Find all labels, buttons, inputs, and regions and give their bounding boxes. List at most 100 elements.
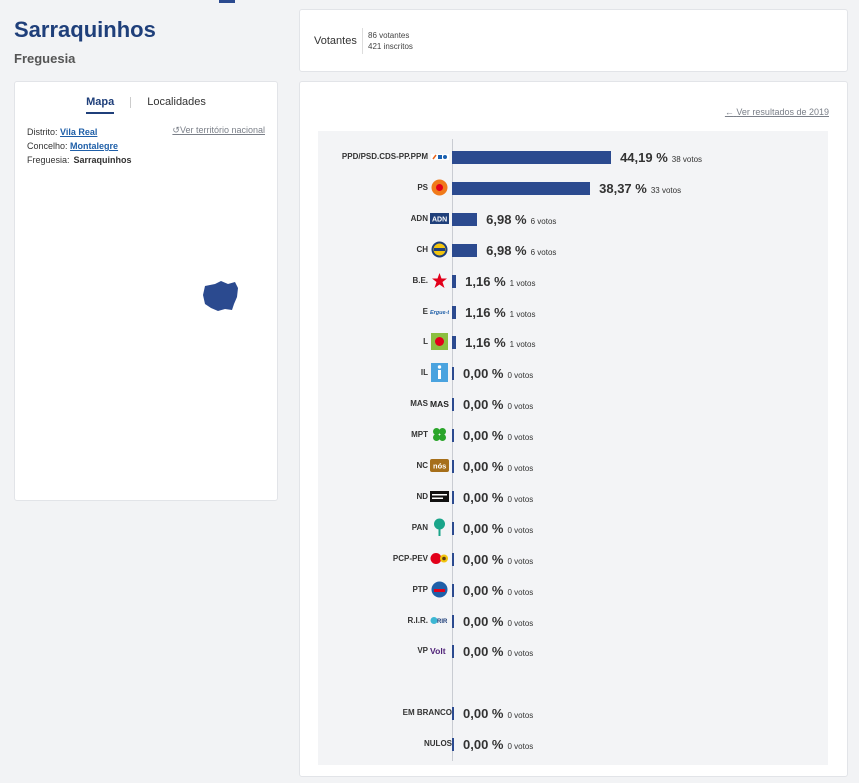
result-votes: 0 votos <box>507 433 534 443</box>
result-bar[interactable] <box>452 460 454 473</box>
result-row: MAS MAS 0,00 % 0 votos <box>318 395 828 413</box>
be-star-logo <box>430 272 449 289</box>
results-chart: PPD/PSD.CDS-PP.PPM 44,19 % 38 votos PS 38,37… <box>318 131 828 765</box>
result-bar[interactable] <box>452 490 454 504</box>
votantes-count: 86 votantes <box>368 31 410 40</box>
result-bar[interactable] <box>452 614 454 628</box>
previous-results-link[interactable]: ← Ver resultados de 2019 <box>725 107 829 117</box>
freguesia-value: Sarraquinhos <box>73 155 132 165</box>
party-name: B.E. <box>412 275 428 285</box>
result-row: VP Volt 0,00 % 0 votos <box>318 642 828 660</box>
result-row: PAN 0,00 % 0 votos <box>318 518 828 538</box>
tab-mapa[interactable]: Mapa <box>78 96 122 114</box>
concelho-link[interactable]: Montalegre <box>70 141 119 151</box>
result-values: 0,00 % 0 votos <box>463 458 533 476</box>
party-name: IL <box>420 368 428 378</box>
svg-text:nós: nós <box>433 462 446 471</box>
result-bar[interactable] <box>452 645 454 659</box>
svg-text:ADN: ADN <box>432 216 447 223</box>
result-values: 0,00 % 0 votos <box>463 520 533 538</box>
rir-logo: RIR <box>430 612 449 629</box>
result-bar[interactable] <box>452 243 478 257</box>
result-bar[interactable] <box>452 305 457 319</box>
result-percentage: 44,19 % <box>620 150 668 165</box>
result-percentage: 1,16 % <box>465 304 506 320</box>
result-percentage: 0,00 % <box>463 582 504 598</box>
party-name: NULOS <box>424 739 452 749</box>
party-name: PTP <box>412 584 428 594</box>
parish-map-shape[interactable] <box>201 280 241 314</box>
ergue-te-logo: Ergue-te <box>430 303 449 320</box>
result-votes: 1 votos <box>509 309 536 319</box>
result-bar[interactable] <box>452 738 454 752</box>
concelho-label: Concelho: <box>27 141 68 151</box>
result-bar[interactable] <box>452 151 612 164</box>
ps-rose-logo <box>430 179 449 196</box>
result-values: 6,98 % 6 votos <box>486 242 556 260</box>
svg-text:Ergue-te: Ergue-te <box>430 310 449 316</box>
national-territory-link[interactable]: ↺Ver território nacional <box>172 125 265 136</box>
result-bar[interactable] <box>452 212 478 226</box>
result-votes: 0 votos <box>507 649 534 659</box>
result-votes: 1 votos <box>509 278 536 288</box>
party-name: NC <box>416 461 428 470</box>
result-row: PTP 0,00 % 0 votos <box>318 581 828 599</box>
nc-logo: nós <box>430 457 449 474</box>
result-percentage: 1,16 % <box>465 273 506 289</box>
chega-logo <box>430 241 449 258</box>
location-breadcrumb: Distrito: Vila Real Concelho: Montalegre… <box>27 125 132 167</box>
result-votes: 0 votos <box>507 587 534 597</box>
party-name: E <box>422 306 428 316</box>
party-name: PCP-PEV <box>392 553 428 563</box>
result-values: 0,00 % 0 votos <box>463 551 533 569</box>
il-logo <box>430 363 449 383</box>
page-title: Sarraquinhos <box>14 17 156 42</box>
inscritos-count: 421 inscritos <box>368 42 413 51</box>
result-values: 0,00 % 0 votos <box>463 736 533 754</box>
party-name: PPD/PSD.CDS-PP.PPM <box>341 152 428 161</box>
result-percentage: 0,00 % <box>463 737 504 753</box>
result-row: CH 6,98 % 6 votos <box>318 241 828 259</box>
party-name: MPT <box>411 430 428 440</box>
party-name: MAS <box>410 399 428 409</box>
party-name: VP <box>417 646 428 656</box>
undo-arrow-icon: ↺ <box>172 125 180 135</box>
result-values: 1,16 % 1 votos <box>465 273 535 291</box>
result-bar[interactable] <box>452 336 457 350</box>
tab-localidades[interactable]: Localidades <box>147 96 206 108</box>
result-votes: 0 votos <box>507 711 534 721</box>
result-values: 0,00 % 0 votos <box>463 396 533 414</box>
party-name: CH <box>416 244 428 254</box>
result-bar[interactable] <box>452 398 454 412</box>
result-bar[interactable] <box>452 521 454 535</box>
arrow-left-icon: ← <box>724 107 734 117</box>
livre-logo <box>430 333 449 351</box>
result-bar[interactable] <box>452 429 454 443</box>
result-values: 1,16 % 1 votos <box>465 304 535 322</box>
result-row: EM BRANCO 0,00 % 0 votos <box>318 704 828 722</box>
result-bar[interactable] <box>452 583 454 597</box>
result-values: 1,16 % 1 votos <box>465 334 535 352</box>
result-row: PS 38,37 % 33 votos <box>318 179 828 197</box>
result-row: MPT 0,00 % 0 votos <box>318 426 828 444</box>
result-percentage: 0,00 % <box>463 428 504 444</box>
result-bar[interactable] <box>452 552 454 566</box>
result-votes: 33 votos <box>650 185 682 195</box>
result-votes: 0 votos <box>507 556 534 566</box>
result-bar[interactable] <box>452 707 454 721</box>
result-bar[interactable] <box>452 181 591 195</box>
result-values: 0,00 % 0 votos <box>463 613 533 631</box>
nd-logo <box>430 488 449 505</box>
distrito-link[interactable]: Vila Real <box>60 127 98 137</box>
result-bar[interactable] <box>452 367 454 381</box>
freguesia-label: Freguesia: <box>27 155 70 165</box>
party-name: L <box>423 337 428 347</box>
result-percentage: 0,00 % <box>463 551 504 567</box>
result-bar[interactable] <box>452 274 457 288</box>
tab-divider <box>130 96 132 108</box>
result-votes: 0 votos <box>507 525 534 535</box>
result-percentage: 0,00 % <box>463 644 504 660</box>
result-votes: 0 votos <box>507 402 534 412</box>
result-percentage: 0,00 % <box>463 397 504 413</box>
result-values: 0,00 % 0 votos <box>463 582 533 600</box>
